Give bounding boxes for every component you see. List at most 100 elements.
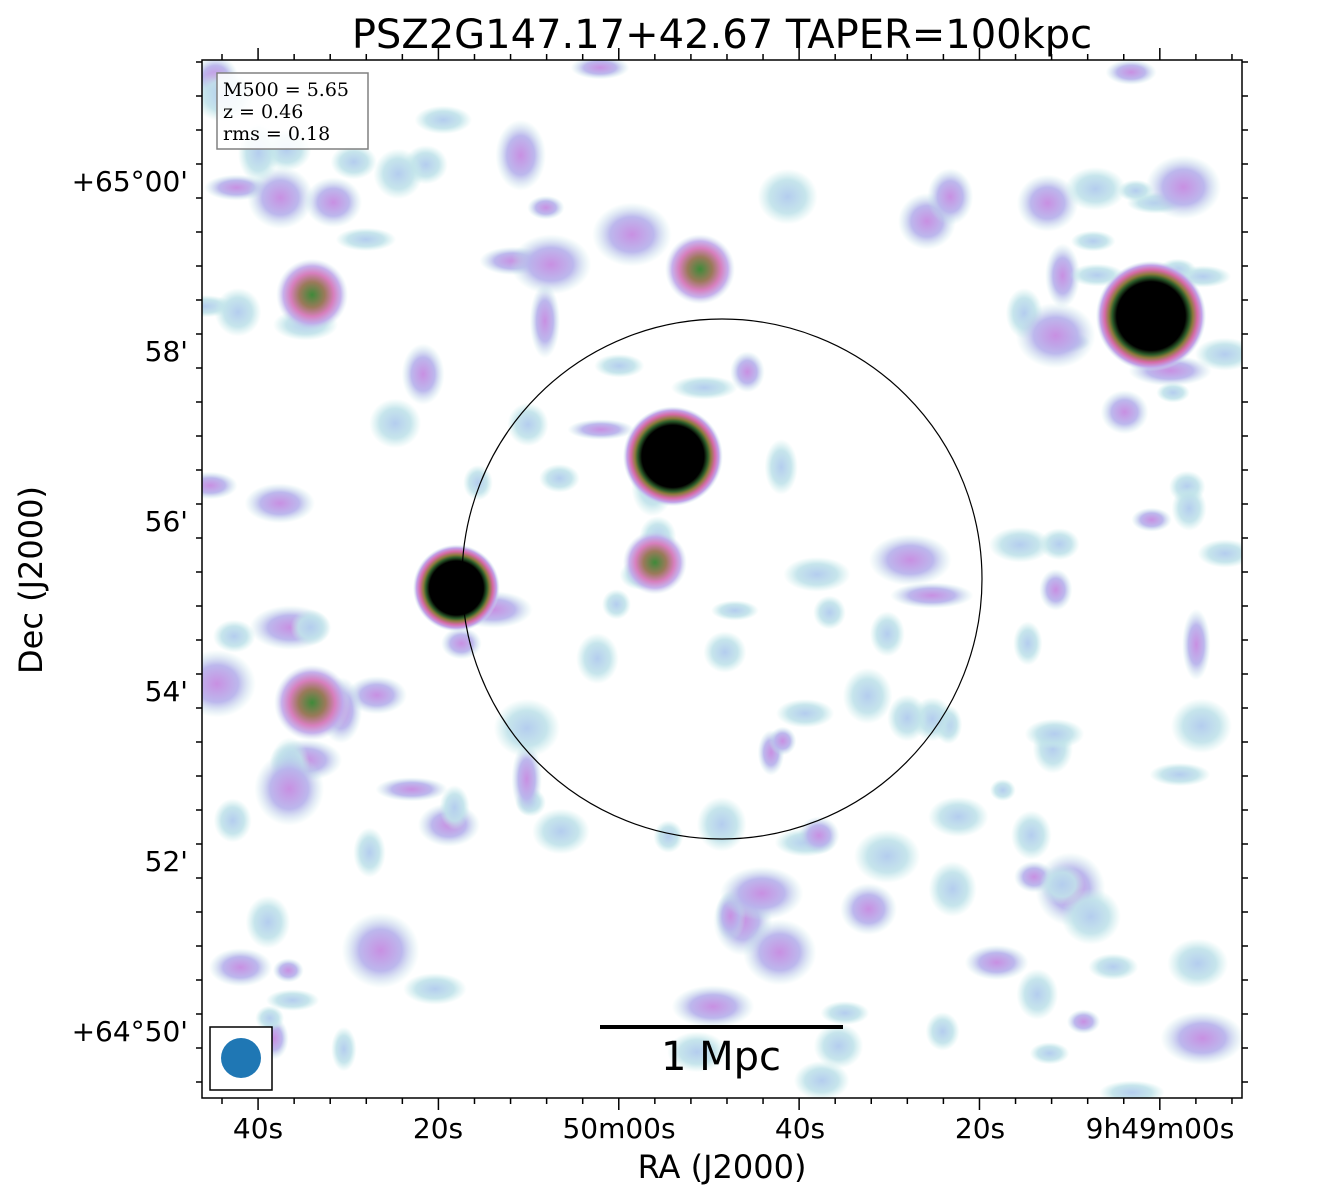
noise-patch <box>1117 179 1154 202</box>
noise-patch <box>1156 382 1190 403</box>
noise-patch <box>495 119 546 191</box>
radio-source <box>622 406 723 507</box>
noise-patch <box>853 829 921 884</box>
y-tick-label: 54' <box>145 675 188 708</box>
noise-patch <box>742 919 817 986</box>
noise-patch <box>592 202 672 267</box>
noise-patch <box>887 694 928 742</box>
noise-patch <box>439 785 470 830</box>
noise-patch <box>527 195 565 220</box>
noise-patch <box>1045 243 1081 308</box>
beam-indicator <box>209 1026 273 1091</box>
noise-patch <box>1064 167 1126 211</box>
noise-patch <box>529 283 561 359</box>
noise-patch <box>783 556 851 592</box>
noise-patch <box>1145 155 1222 220</box>
y-tick-label: 52' <box>145 845 188 878</box>
noise-patch <box>511 742 542 816</box>
scale-bar: 1 Mpc <box>600 1025 843 1080</box>
noise-patch <box>272 958 304 983</box>
info-rms: rms = 0.18 <box>223 123 330 145</box>
info-redshift: z = 0.46 <box>223 101 303 123</box>
noise-patch <box>1195 337 1242 371</box>
noise-patch <box>341 912 420 989</box>
noise-patch <box>532 808 590 855</box>
radio-source <box>412 544 500 632</box>
noise-patch <box>244 483 315 524</box>
noise-patch <box>989 779 1016 802</box>
noise-patch <box>1039 528 1080 561</box>
noise-patch <box>353 827 386 878</box>
noise-patch <box>1149 762 1211 787</box>
noise-patch <box>290 609 331 646</box>
noise-patch <box>255 1005 285 1031</box>
noise-patch <box>304 177 363 228</box>
noise-patch <box>1070 230 1116 252</box>
noise-patch <box>594 354 645 378</box>
noise-patch <box>1105 60 1157 85</box>
noise-patch <box>1088 953 1139 981</box>
noise-patch <box>928 796 989 837</box>
noise-patch <box>266 989 320 1011</box>
noise-patch <box>1061 888 1121 945</box>
beam-ellipse <box>221 1038 261 1078</box>
x-tick-label: 50m00s <box>562 1112 675 1145</box>
noise-patch <box>441 627 482 660</box>
info-mass: M500 = 5.65 <box>223 79 349 101</box>
noise-patch <box>414 105 472 135</box>
noise-patch <box>1011 810 1052 860</box>
radio-source <box>1095 260 1207 372</box>
noise-patch <box>1171 485 1207 531</box>
noise-patch <box>793 1060 850 1098</box>
noise-patch <box>1160 1011 1242 1066</box>
noise-patch <box>510 234 592 295</box>
noise-patch <box>1016 174 1079 232</box>
noise-patch <box>403 973 467 1005</box>
noise-patch <box>842 667 893 725</box>
radio-source <box>622 530 687 595</box>
plot-frame <box>201 59 1243 1099</box>
chart-title: PSZ2G147.17+42.67 TAPER=100kpc <box>352 12 1092 58</box>
x-tick-label: 40s <box>775 1112 825 1145</box>
noise-patch <box>602 589 631 620</box>
noise-patch <box>988 527 1052 563</box>
x-tick-label: 9h49m00s <box>1086 1112 1235 1145</box>
y-tick-label: 56' <box>145 505 188 538</box>
noise-patch <box>1182 608 1211 681</box>
noise-patch <box>335 227 397 252</box>
noise-patch <box>1029 1042 1070 1065</box>
noise-patch <box>670 375 738 400</box>
radio-source <box>276 258 349 331</box>
noise-patch <box>890 582 974 609</box>
x-tick-label: 20s <box>955 1112 1005 1145</box>
noise-patch <box>570 60 630 80</box>
y-tick-label: 58' <box>145 335 188 368</box>
noise-patch <box>820 1001 870 1025</box>
info-box-frame <box>216 72 369 150</box>
noise-patch <box>757 168 818 225</box>
noise-patch <box>254 752 325 826</box>
noise-patch <box>1100 390 1149 435</box>
x-tick-label: 20s <box>413 1112 463 1145</box>
noise-patch <box>369 398 422 449</box>
noise-patch <box>798 816 840 855</box>
noise-patch <box>213 798 252 843</box>
noise-patch <box>213 619 256 653</box>
noise-patch <box>768 726 797 756</box>
noise-patch <box>1024 718 1085 750</box>
y-tick-label: +64°50' <box>72 1015 188 1048</box>
noise-patch <box>671 985 755 1028</box>
noise-patch <box>1197 539 1242 568</box>
noise-patch <box>1066 1009 1101 1034</box>
noise-patch <box>567 419 635 440</box>
scale-bar-label: 1 Mpc <box>661 1034 781 1080</box>
noise-patch <box>202 649 256 718</box>
radio-intensity-map <box>202 60 1242 1098</box>
noise-patch <box>1167 938 1229 989</box>
y-tick-label: +65°00' <box>72 165 188 198</box>
noise-patch <box>539 464 580 493</box>
noise-patch <box>1099 1080 1165 1098</box>
info-box: M500 = 5.65 z = 0.46 rms = 0.18 <box>216 72 369 150</box>
noise-patch <box>720 866 804 921</box>
axis-ticks <box>196 48 1248 1110</box>
